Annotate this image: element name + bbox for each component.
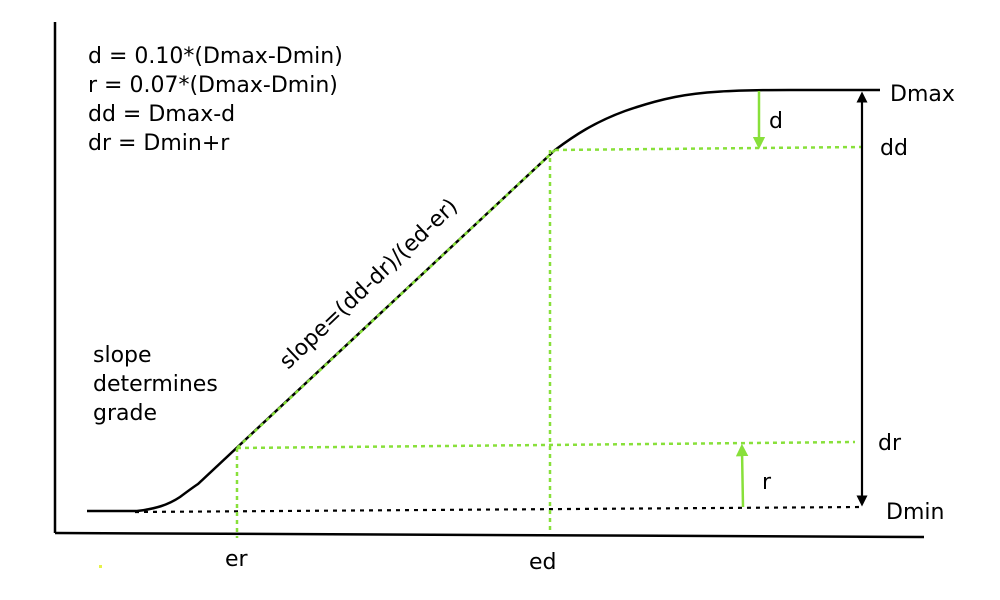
dd-guide-line <box>554 145 863 152</box>
d-label: d <box>769 109 783 134</box>
dmax-label: Dmax <box>890 82 955 107</box>
linear-region-guide <box>236 149 556 449</box>
dmin-label: Dmin <box>886 500 944 525</box>
dd-label: dd <box>880 136 908 161</box>
ed-label: ed <box>529 550 557 575</box>
formula-d: d = 0.10*(Dmax-Dmin) <box>88 44 343 69</box>
note-line-1: slope <box>93 343 152 368</box>
dr-guide-line <box>236 440 856 450</box>
r-arrow <box>735 443 749 508</box>
slope-formula-label: slope=(dd-dr)/(ed-er) <box>275 194 463 374</box>
characteristic-curve <box>87 88 880 513</box>
formula-r: r = 0.07*(Dmax-Dmin) <box>88 73 338 98</box>
r-label: r <box>762 470 772 495</box>
stray-dot <box>99 565 102 568</box>
dr-label: dr <box>878 431 902 456</box>
formula-dd: dd = Dmax-d <box>88 102 235 127</box>
dmin-baseline <box>134 505 863 514</box>
x-axis <box>54 531 925 539</box>
er-label: er <box>225 547 249 572</box>
note-line-3: grade <box>93 401 157 426</box>
note-line-2: determines <box>93 372 218 397</box>
formula-dr: dr = Dmin+r <box>88 131 230 156</box>
